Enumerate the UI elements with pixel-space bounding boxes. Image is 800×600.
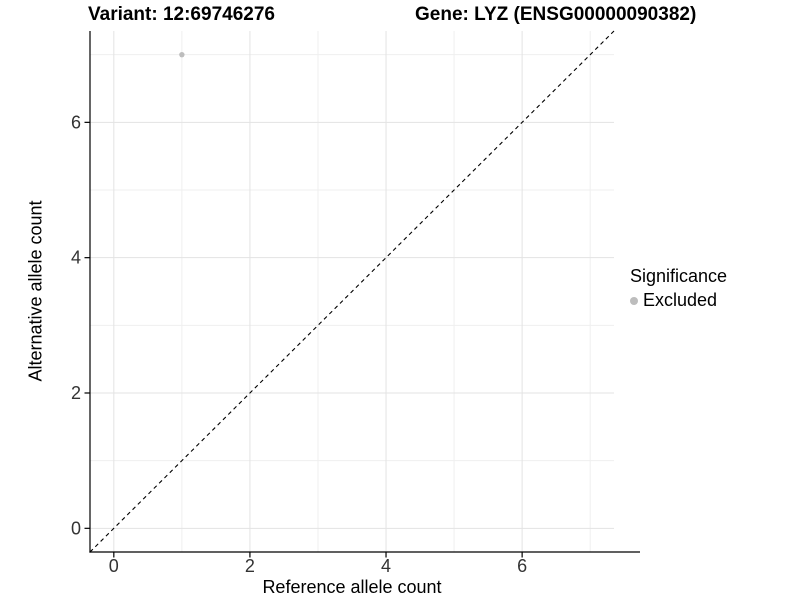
x-tick-label: 0 xyxy=(109,556,119,576)
identity-line xyxy=(89,30,615,553)
excluded-dot-icon xyxy=(630,296,638,305)
legend-item-excluded: Excluded xyxy=(630,290,727,311)
x-tick-label: 6 xyxy=(517,556,527,576)
y-axis-title: Alternative allele count xyxy=(25,200,46,382)
y-tick-label: 2 xyxy=(71,383,81,403)
data-point xyxy=(179,51,185,58)
y-tick-label: 6 xyxy=(71,112,81,132)
gene-title: Gene: LYZ (ENSG00000090382) xyxy=(415,4,697,25)
y-tick-label: 4 xyxy=(71,248,81,268)
variant-title: Variant: 12:69746276 xyxy=(88,4,275,25)
x-tick-label: 2 xyxy=(245,556,255,576)
x-tick-label: 4 xyxy=(381,556,391,576)
legend-title: Significance xyxy=(630,266,728,286)
legend-item-label: Excluded xyxy=(643,290,718,310)
legend: Significance Excluded xyxy=(630,266,727,311)
y-tick-label: 0 xyxy=(71,518,81,538)
x-axis-title: Reference allele count xyxy=(262,577,442,597)
